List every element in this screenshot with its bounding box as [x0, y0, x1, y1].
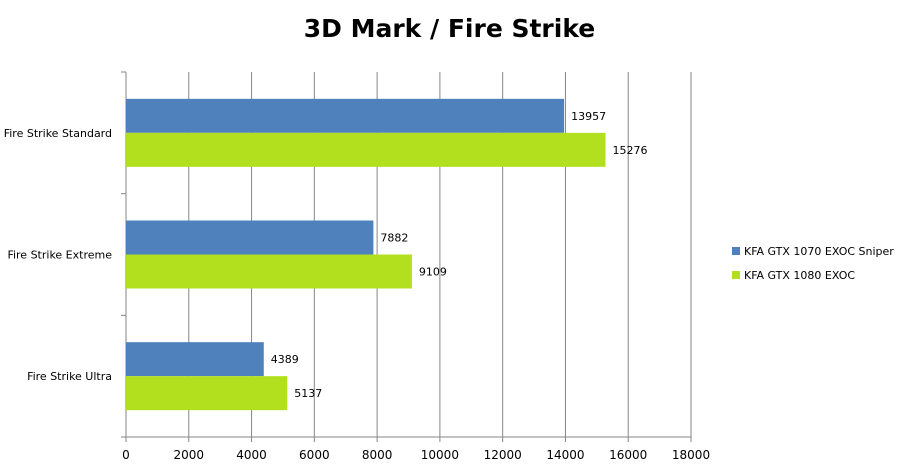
- data-label: 5137: [294, 387, 322, 400]
- x-tick-label: 8000: [362, 448, 393, 462]
- bar: [126, 376, 288, 411]
- x-tick-label: 18000: [672, 448, 710, 462]
- x-tick-label: 0: [122, 448, 130, 462]
- data-label: 13957: [571, 110, 606, 123]
- bar: [126, 98, 565, 133]
- x-tick-label: 10000: [421, 448, 459, 462]
- x-tick-label: 14000: [546, 448, 584, 462]
- x-tick-label: 12000: [484, 448, 522, 462]
- category-label: Fire Strike Standard: [4, 127, 112, 140]
- x-tick-label: 4000: [236, 448, 267, 462]
- category-label: Fire Strike Ultra: [27, 370, 112, 383]
- data-label: 4389: [271, 353, 299, 366]
- legend-label: KFA GTX 1070 EXOC Sniper: [744, 245, 894, 258]
- data-label: 15276: [612, 144, 647, 157]
- bar: [126, 254, 412, 289]
- legend-label: KFA GTX 1080 EXOC: [744, 269, 855, 282]
- legend-swatch: [732, 247, 740, 255]
- x-tick-label: 2000: [174, 448, 205, 462]
- chart-title: 3D Mark / Fire Strike: [303, 14, 596, 43]
- legend-swatch: [732, 271, 740, 279]
- x-tick-label: 16000: [609, 448, 647, 462]
- bar: [126, 342, 264, 377]
- data-label: 7882: [380, 232, 408, 245]
- bar: [126, 220, 374, 255]
- x-tick-label: 6000: [299, 448, 330, 462]
- data-label: 9109: [419, 266, 447, 279]
- category-label: Fire Strike Extreme: [7, 249, 112, 262]
- bar: [126, 132, 606, 167]
